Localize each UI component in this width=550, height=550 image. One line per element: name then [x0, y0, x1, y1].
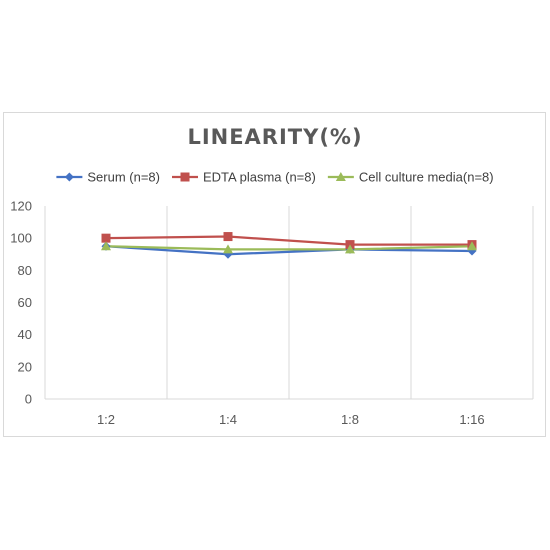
y-tick-label: 40: [18, 327, 32, 342]
series-line-cell-culture-media-n-8: [105, 245, 473, 251]
legend: Serum (n=8) EDTA plasma (n=8) Cell culture…: [56, 170, 494, 185]
y-tick-label: 0: [25, 392, 32, 407]
x-tick-label: 1:2: [97, 412, 115, 427]
y-axis-ticks: 0 20 40 60 80 100 120: [10, 199, 32, 407]
gridlines: [44, 206, 534, 400]
y-tick-label: 100: [10, 231, 32, 246]
legend-label-edta-plasma-n-8: EDTA plasma (n=8): [203, 170, 316, 185]
series-markers: [101, 232, 477, 259]
y-tick-label: 60: [18, 295, 32, 310]
y-tick-label: 80: [18, 263, 32, 278]
data-point-cell-culture-media-n-8: [223, 244, 233, 254]
data-point-edta-plasma-n-8: [223, 232, 233, 242]
data-point-cell-culture-media-n-8: [345, 244, 355, 254]
series-line-edta-plasma-n-8: [105, 235, 472, 246]
x-tick-label: 1:8: [341, 412, 359, 427]
legend-label-serum-n-8: Serum (n=8): [87, 170, 160, 185]
data-point-cell-culture-media-n-8: [467, 241, 477, 251]
data-point-edta-plasma-n-8: [101, 233, 111, 243]
data-point-cell-culture-media-n-8: [101, 241, 111, 251]
series-lines: [105, 235, 473, 256]
series-line-serum-n-8: [105, 245, 473, 256]
legend-label-cell-culture-media-n-8: Cell culture media(n=8): [359, 170, 494, 185]
x-tick-label: 1:16: [459, 412, 484, 427]
x-axis-ticks: 1:2 1:4 1:8 1:16: [97, 412, 485, 427]
chart-frame: [3, 112, 546, 437]
legend-marker-edta-plasma-n-8: [180, 172, 190, 182]
chart-title: LINEARITY(%): [187, 125, 362, 149]
y-tick-label: 120: [10, 199, 32, 214]
legend-marker-serum-n-8: [64, 172, 74, 182]
y-tick-label: 20: [18, 359, 32, 374]
x-tick-label: 1:4: [219, 412, 237, 427]
legend-marker-cell-culture-media-n-8: [335, 172, 346, 181]
